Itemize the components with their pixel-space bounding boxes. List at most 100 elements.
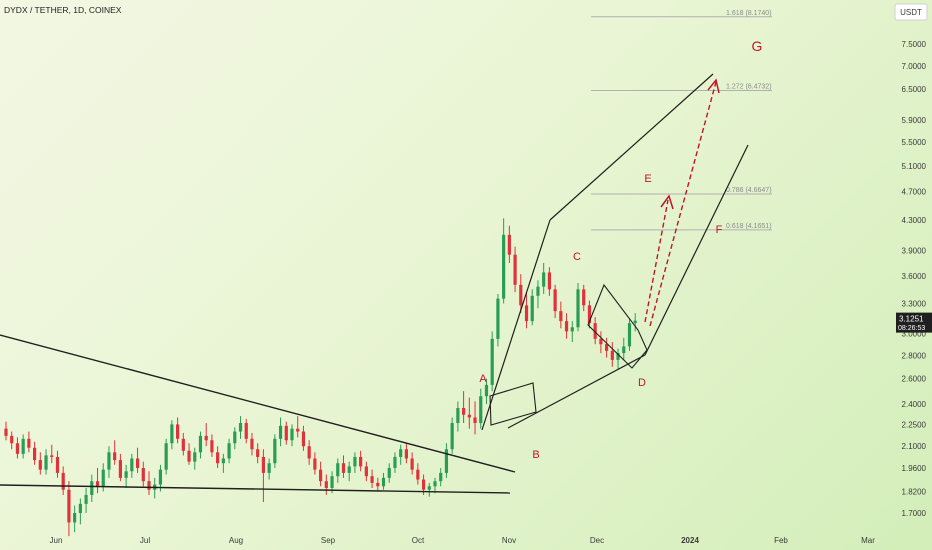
candle — [61, 466, 65, 495]
candle — [502, 218, 506, 304]
candle — [15, 437, 20, 459]
candle — [462, 391, 466, 424]
candle — [73, 505, 77, 533]
symbol-title[interactable]: DYDX / TETHER, 1D, COINEX — [4, 5, 122, 15]
candle — [610, 342, 614, 367]
candle — [622, 337, 626, 360]
candle — [542, 263, 546, 294]
candle — [50, 444, 54, 464]
y-tick-label: 2.8000 — [902, 351, 927, 360]
candle — [130, 453, 134, 478]
candle — [530, 289, 534, 326]
candle — [135, 447, 140, 473]
candle — [4, 421, 8, 441]
candle — [176, 417, 180, 444]
y-tick-label: 1.8200 — [902, 487, 927, 496]
x-tick-label: Jul — [140, 536, 150, 545]
candle — [324, 474, 328, 495]
candle — [473, 401, 477, 435]
candle — [256, 443, 260, 464]
candle — [547, 267, 551, 296]
horizontal-support-line — [0, 484, 511, 494]
countdown-timer: 08:26:53 — [898, 325, 925, 332]
candle — [370, 469, 374, 488]
y-tick-label: 3.9000 — [902, 247, 927, 256]
candle — [238, 416, 243, 439]
candle — [524, 292, 529, 329]
candle — [307, 440, 311, 465]
candle — [627, 318, 632, 351]
candle — [519, 274, 523, 314]
candle — [198, 431, 203, 459]
candle — [267, 458, 271, 480]
candle — [484, 378, 489, 405]
candle — [55, 450, 60, 478]
candle — [33, 441, 37, 465]
fib-levels: 0.618 (4.1651) 0.786 (4.6647) 1.272 (6.473… — [591, 10, 772, 231]
y-tick-label: 3.6000 — [902, 272, 927, 281]
fib-label-0: 0.618 (4.1651) — [726, 223, 772, 230]
candle — [67, 481, 71, 537]
candle — [376, 477, 380, 492]
fib-label-3: 1.618 (8.1740) — [726, 10, 772, 17]
y-tick-label: 1.7000 — [902, 509, 927, 518]
y-tick-label: 2.2500 — [902, 420, 927, 429]
candle — [479, 388, 483, 429]
candle — [427, 482, 431, 497]
candle — [301, 425, 306, 451]
drawings — [0, 73, 749, 494]
time-axis[interactable]: Jun Jul Aug Sep Oct Nov Dec 2024 Feb Mar — [50, 536, 876, 545]
candle — [84, 487, 88, 513]
candle — [570, 321, 574, 343]
x-tick-label: Sep — [321, 536, 336, 545]
last-price-value: 3.1251 — [899, 315, 924, 324]
candle — [153, 477, 157, 499]
last-price-badge: 3.1251 08:26:53 — [896, 312, 932, 333]
candle — [359, 450, 363, 472]
price-axis[interactable]: 1.7000 1.8200 1.9600 2.1000 2.2500 2.4000 2.60… — [902, 40, 927, 518]
candle — [559, 301, 563, 329]
candle — [107, 446, 111, 478]
candle — [221, 453, 225, 473]
projection-arrow-e — [644, 199, 669, 323]
wave-label-e: E — [644, 173, 651, 185]
x-tick-label: Mar — [861, 536, 875, 545]
candle — [387, 463, 391, 483]
arrowhead-g — [707, 78, 720, 94]
wave-label-a: A — [479, 373, 487, 385]
y-tick-label: 4.7000 — [902, 188, 927, 197]
candle — [170, 420, 174, 450]
channel-upper-line-2 — [549, 73, 714, 221]
candle — [399, 444, 403, 465]
candle — [250, 432, 254, 456]
candle — [278, 417, 283, 447]
candle — [319, 461, 323, 487]
candle — [38, 452, 42, 475]
candle — [336, 458, 340, 483]
candle — [147, 471, 151, 495]
y-tick-label: 2.1000 — [902, 442, 927, 451]
fib-label-2: 1.272 (6.4732) — [726, 84, 772, 91]
descending-trendline — [0, 334, 516, 473]
candle — [450, 417, 454, 454]
channel-lower-line — [507, 354, 646, 429]
candle — [507, 225, 511, 264]
candle — [593, 317, 597, 345]
x-tick-label: Oct — [412, 536, 425, 545]
y-tick-label: 7.5000 — [902, 40, 927, 49]
candle — [90, 474, 94, 503]
wave-label-g: G — [752, 38, 763, 54]
candle — [95, 468, 100, 494]
wave-label-b: B — [532, 449, 539, 461]
candle — [78, 498, 82, 525]
currency-button[interactable]: USDT — [894, 3, 928, 21]
wave-label-f: F — [716, 224, 723, 236]
candle — [587, 300, 592, 329]
candle — [233, 427, 237, 450]
candle — [353, 452, 357, 473]
candle — [364, 461, 368, 482]
x-tick-label: 2024 — [681, 536, 699, 545]
candle — [341, 455, 346, 478]
